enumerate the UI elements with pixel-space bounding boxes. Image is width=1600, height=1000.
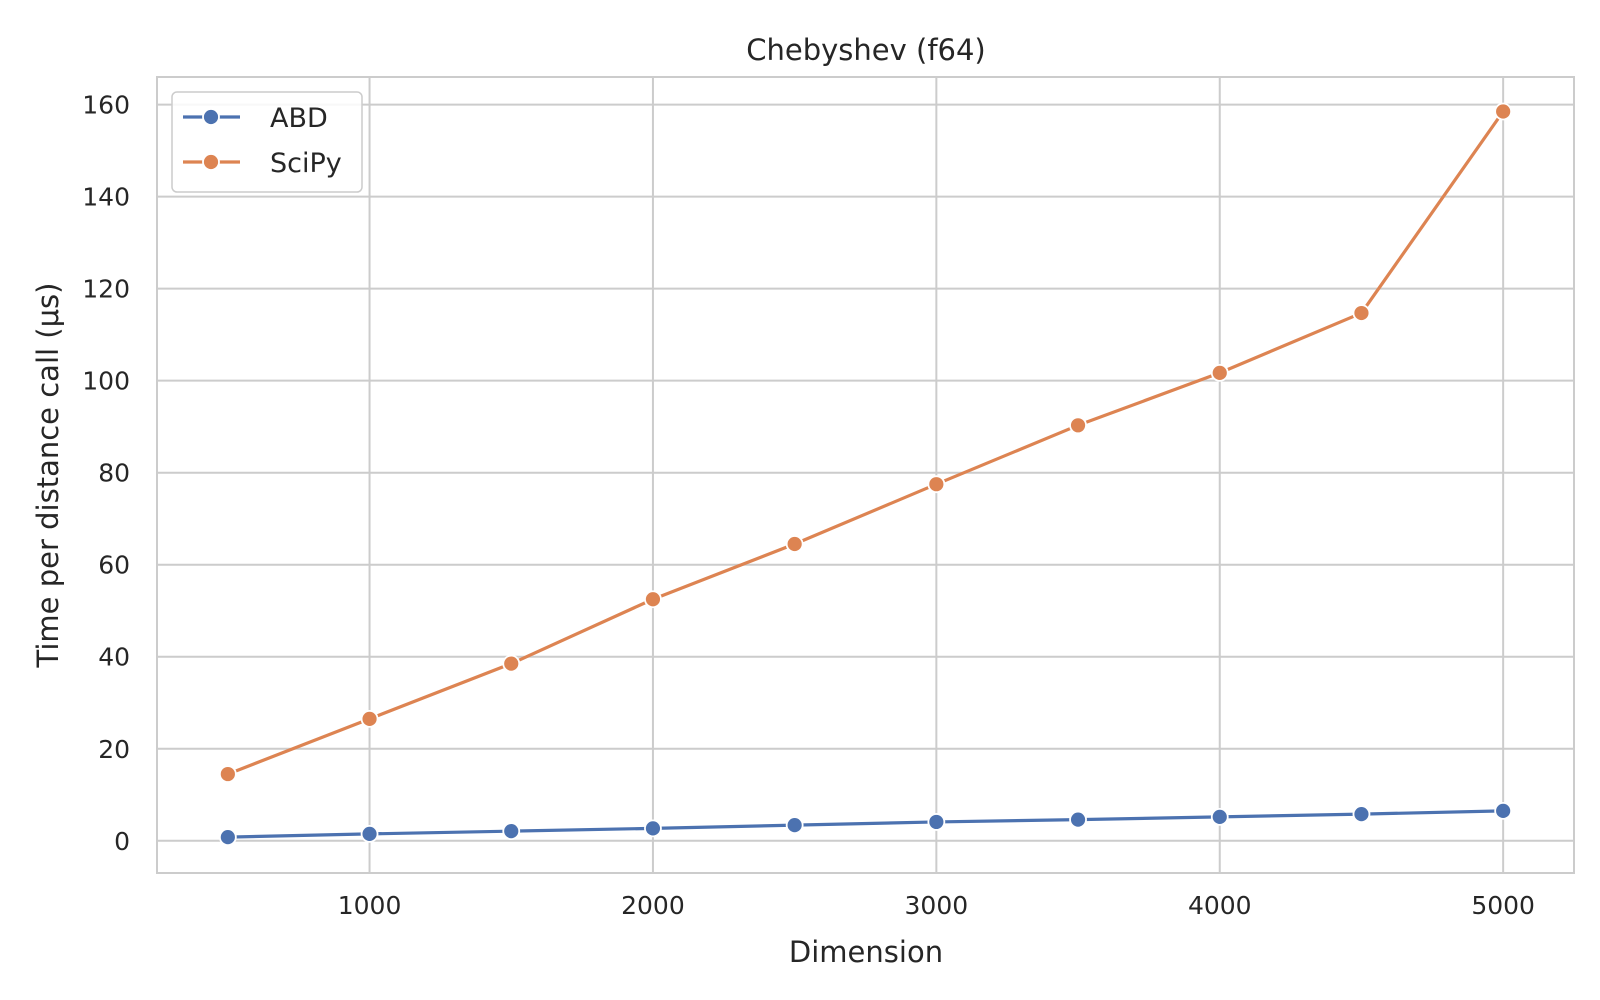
data-point [1494, 102, 1513, 121]
y-tick-label: 20 [98, 735, 130, 764]
data-point [360, 709, 379, 728]
legend-label: ABD [270, 103, 328, 134]
series-line [227, 110, 1505, 776]
chart-title: Chebyshev (f64) [746, 33, 986, 67]
y-tick-label: 80 [98, 459, 130, 488]
legend: ABD SciPy [171, 91, 363, 193]
x-axis-label: Dimension [789, 935, 943, 969]
data-point [502, 822, 521, 841]
y-axis-ticks: 0 20 40 60 80 100 120 140 160 [82, 91, 130, 856]
grid [157, 77, 1574, 873]
x-tick-label: 4000 [1188, 891, 1252, 920]
y-axis-label: Time per distance call (μs) [31, 283, 65, 669]
data-point [502, 654, 521, 673]
legend-marker [202, 153, 220, 171]
data-point [644, 590, 662, 609]
series-0 [218, 801, 1513, 847]
y-tick-label: 0 [114, 827, 130, 856]
data-point [1210, 363, 1229, 382]
legend-entry: SciPy [183, 148, 342, 179]
legend-entry: ABD [183, 103, 328, 134]
y-tick-label: 40 [98, 643, 130, 672]
series-line [227, 809, 1504, 839]
data-point [785, 816, 804, 835]
series-1 [218, 102, 1513, 783]
y-tick-label: 120 [82, 275, 130, 304]
data-point [1352, 805, 1371, 824]
data-point [360, 824, 379, 843]
y-tick-label: 100 [82, 367, 130, 396]
data-point [1210, 807, 1229, 826]
data-point [218, 765, 237, 783]
x-tick-label: 3000 [905, 891, 969, 920]
y-tick-label: 140 [82, 183, 130, 212]
data-point [927, 813, 946, 831]
legend-marker [202, 108, 220, 126]
x-axis-ticks: 1000 2000 3000 4000 5000 [338, 891, 1535, 920]
data-point [1494, 801, 1513, 820]
data-point [1352, 304, 1371, 322]
data-point [927, 475, 946, 494]
series-layer [218, 102, 1513, 847]
data-point [1069, 810, 1087, 829]
plot-frame [156, 76, 1575, 874]
data-point [1069, 416, 1087, 435]
data-point [218, 828, 237, 847]
x-tick-label: 5000 [1471, 891, 1535, 920]
data-point [785, 535, 804, 553]
y-tick-label: 60 [98, 551, 130, 580]
data-point [644, 819, 662, 838]
x-tick-label: 2000 [621, 891, 685, 920]
y-tick-label: 160 [82, 91, 130, 120]
legend-label: SciPy [270, 148, 342, 179]
x-tick-label: 1000 [338, 891, 402, 920]
